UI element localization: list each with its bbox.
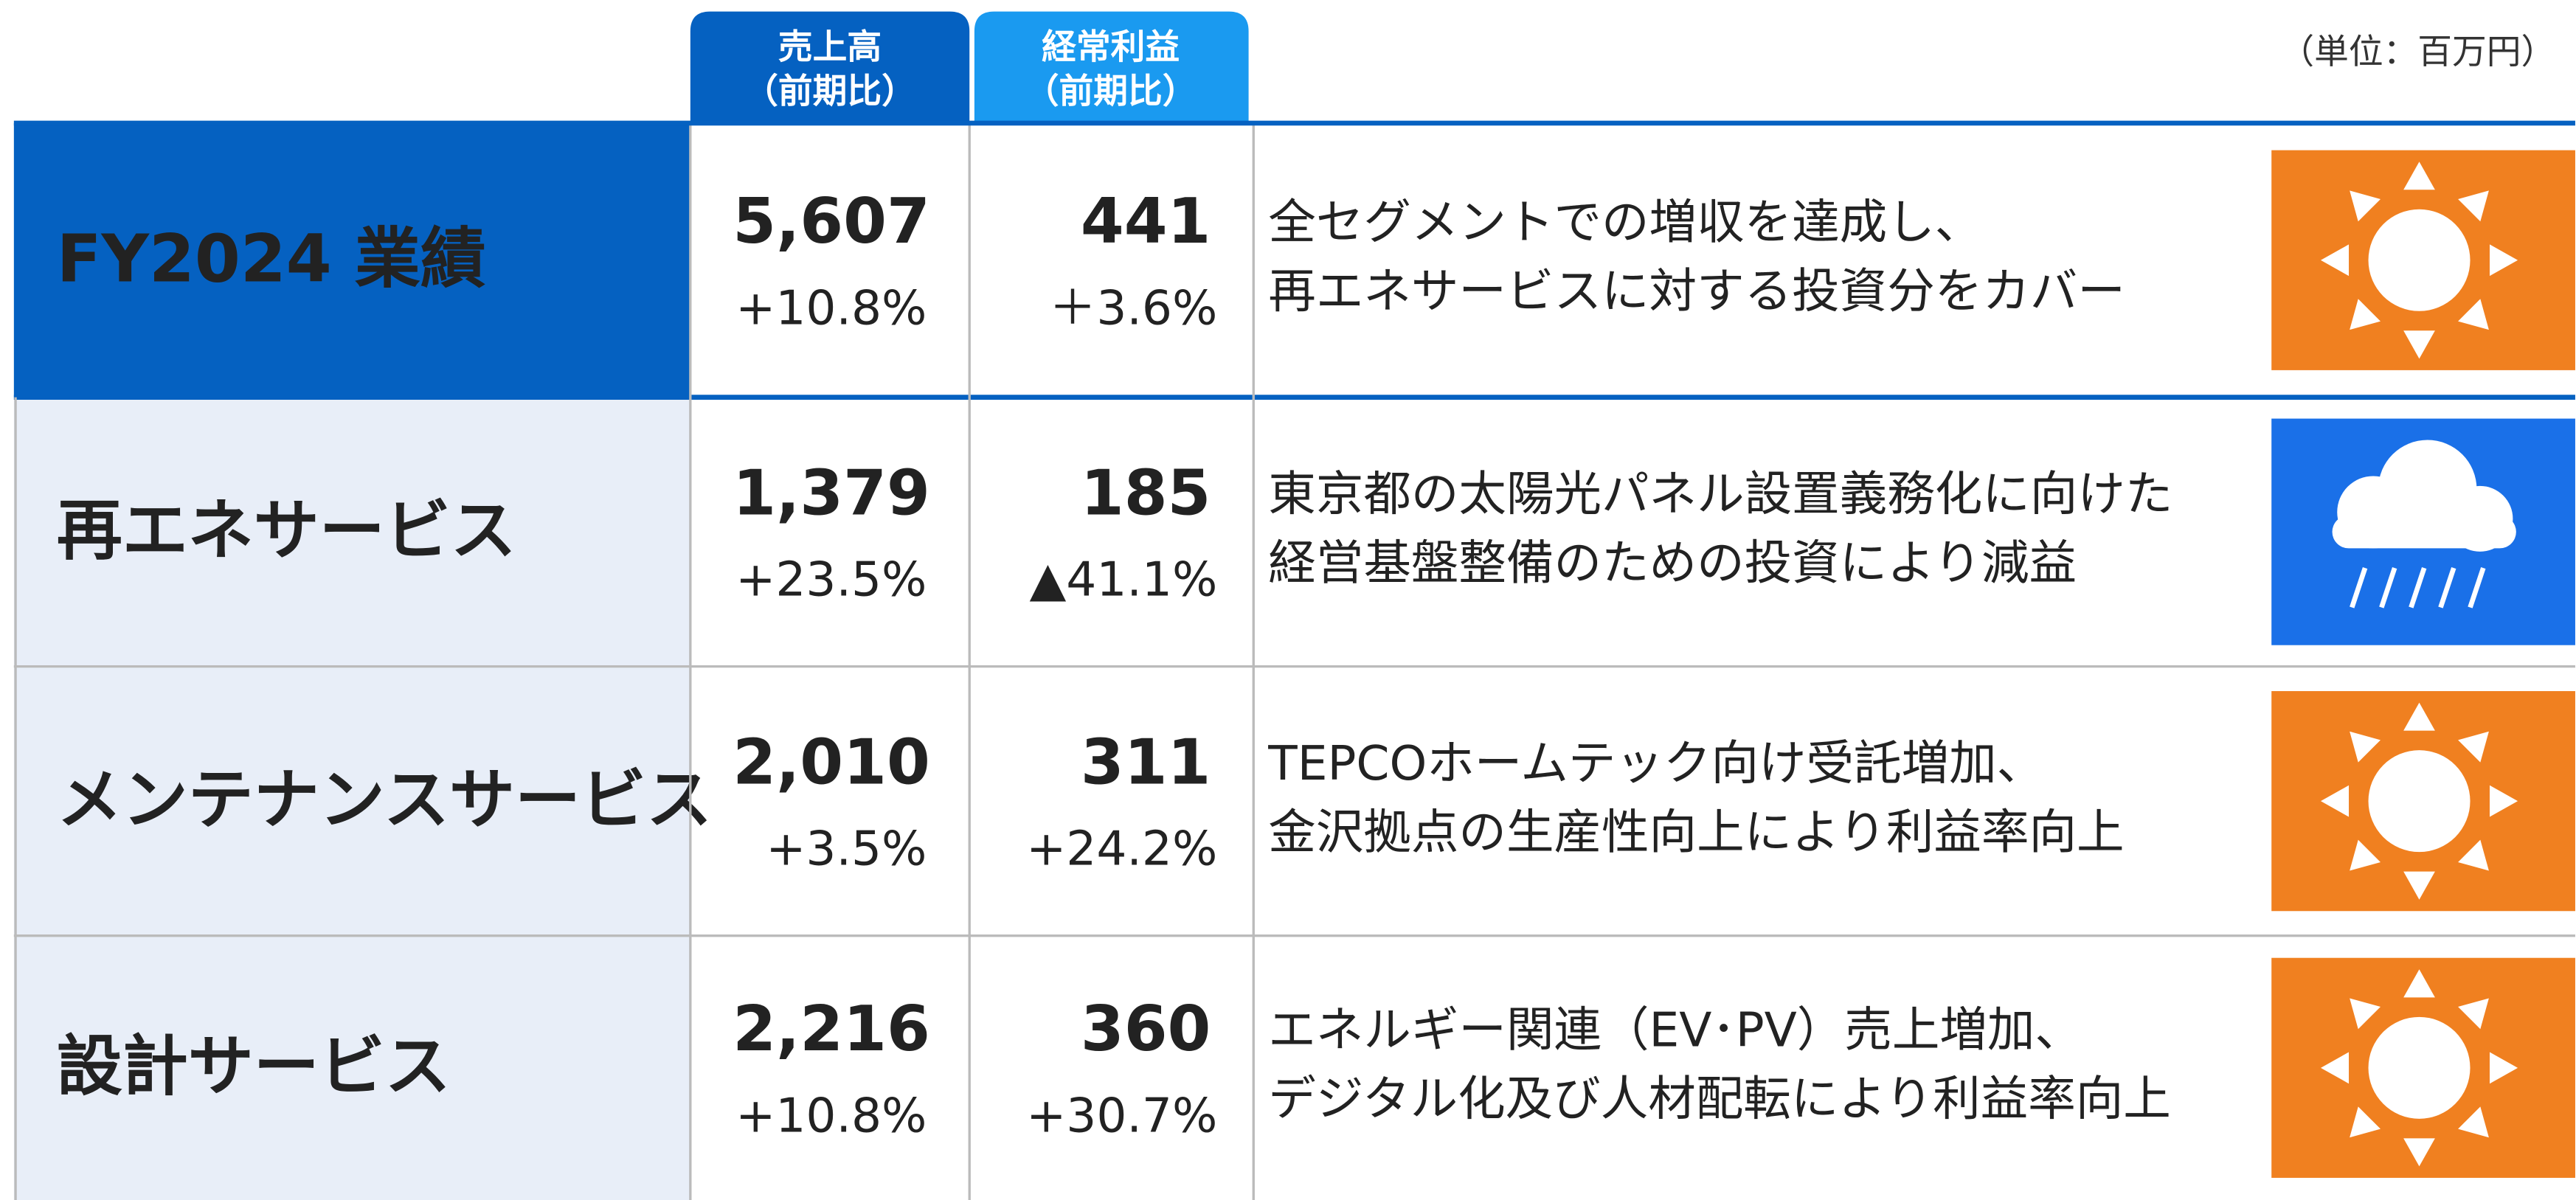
sun-ray xyxy=(2458,839,2489,871)
row-label: 設計サービス xyxy=(57,1028,451,1105)
profit-change: +24.2% xyxy=(1026,822,1217,877)
sun-ray xyxy=(2403,162,2435,190)
sun-ray xyxy=(2458,998,2489,1030)
sun-ray xyxy=(2350,998,2381,1030)
comment-line: デジタル化及び人材配転により利益率向上 xyxy=(1268,1072,2171,1127)
sun-ray xyxy=(2458,299,2489,330)
sales-value: 2,216 xyxy=(733,993,929,1065)
sun-ray xyxy=(2490,785,2518,817)
sales-change: +10.8% xyxy=(735,1088,927,1143)
comment-line: エネルギー関連（EV･PV）売上増加、 xyxy=(1268,1003,2082,1058)
row-label: メンテナンスサービス xyxy=(57,761,712,838)
comment-line: 金沢拠点の生産性向上により利益率向上 xyxy=(1268,805,2124,860)
sun-core xyxy=(2368,750,2471,853)
sun-ray xyxy=(2403,1138,2435,1167)
unit-note: （単位：百万円） xyxy=(2279,32,2555,72)
label-cell xyxy=(13,397,690,667)
comment-line: 経営基盤整備のための投資により減益 xyxy=(1268,535,2077,591)
sun-ray xyxy=(2320,785,2350,817)
sun-ray xyxy=(2350,190,2381,222)
profit-value: 441 xyxy=(1081,185,1211,257)
sales-value: 5,607 xyxy=(733,185,929,257)
header-tab xyxy=(690,11,970,123)
sun-core xyxy=(2368,1016,2471,1119)
sun-ray xyxy=(2350,731,2381,763)
sun-ray xyxy=(2350,839,2381,871)
sun-ray xyxy=(2458,1106,2489,1138)
rain-drop xyxy=(2468,567,2486,608)
sun-ray xyxy=(2403,330,2435,359)
rain-drop xyxy=(2379,567,2397,608)
rain-drop xyxy=(2438,567,2456,608)
header-sublabel: （前期比） xyxy=(1025,72,1197,111)
header-sublabel: （前期比） xyxy=(744,72,916,111)
label-cell xyxy=(13,935,690,1200)
profit-value: 185 xyxy=(1081,457,1211,529)
cloud-part xyxy=(2332,515,2516,549)
profit-value: 311 xyxy=(1081,726,1211,798)
sun-ray xyxy=(2350,1106,2381,1138)
row-label: 再エネサービス xyxy=(57,492,516,569)
sales-value: 2,010 xyxy=(733,726,929,798)
sales-change: +23.5% xyxy=(735,552,927,608)
comment-line: TEPCOホームテック向け受託増加、 xyxy=(1267,736,2044,791)
comment-line: 全セグメントでの増収を達成し、 xyxy=(1268,195,1982,251)
label-cell xyxy=(13,122,690,398)
header-label: 売上高 xyxy=(778,27,882,67)
header-tab xyxy=(974,11,1249,123)
sun-ray xyxy=(2350,299,2381,330)
row-label: FY2024 業績 xyxy=(57,221,486,297)
sun-ray xyxy=(2320,1052,2350,1084)
sun-ray xyxy=(2403,871,2435,900)
profit-change: +30.7% xyxy=(1026,1088,1217,1143)
profit-value: 360 xyxy=(1081,993,1211,1065)
sun-ray xyxy=(2458,731,2489,763)
sales-value: 1,379 xyxy=(733,457,929,529)
cloud xyxy=(2332,440,2516,552)
comment-line: 東京都の太陽光パネル設置義務化に向けた xyxy=(1268,467,2172,522)
comment-line: 再エネサービスに対する投資分をカバー xyxy=(1268,264,2125,319)
sun-ray xyxy=(2490,1052,2518,1084)
sun-ray xyxy=(2403,969,2435,998)
rain-drop xyxy=(2409,567,2427,608)
sales-change: +3.5% xyxy=(766,822,927,877)
sun-ray xyxy=(2458,190,2489,222)
sun-core xyxy=(2368,209,2471,311)
label-cell xyxy=(13,666,690,936)
profit-change: ▲41.1% xyxy=(1030,552,1218,608)
sun-ray xyxy=(2320,244,2350,277)
rain-drop xyxy=(2350,567,2368,608)
profit-change: ＋3.6% xyxy=(1049,280,1217,336)
sun-ray xyxy=(2490,244,2518,277)
sun-ray xyxy=(2403,702,2435,731)
sales-change: +10.8% xyxy=(735,280,927,336)
header-label: 経常利益 xyxy=(1042,27,1180,67)
